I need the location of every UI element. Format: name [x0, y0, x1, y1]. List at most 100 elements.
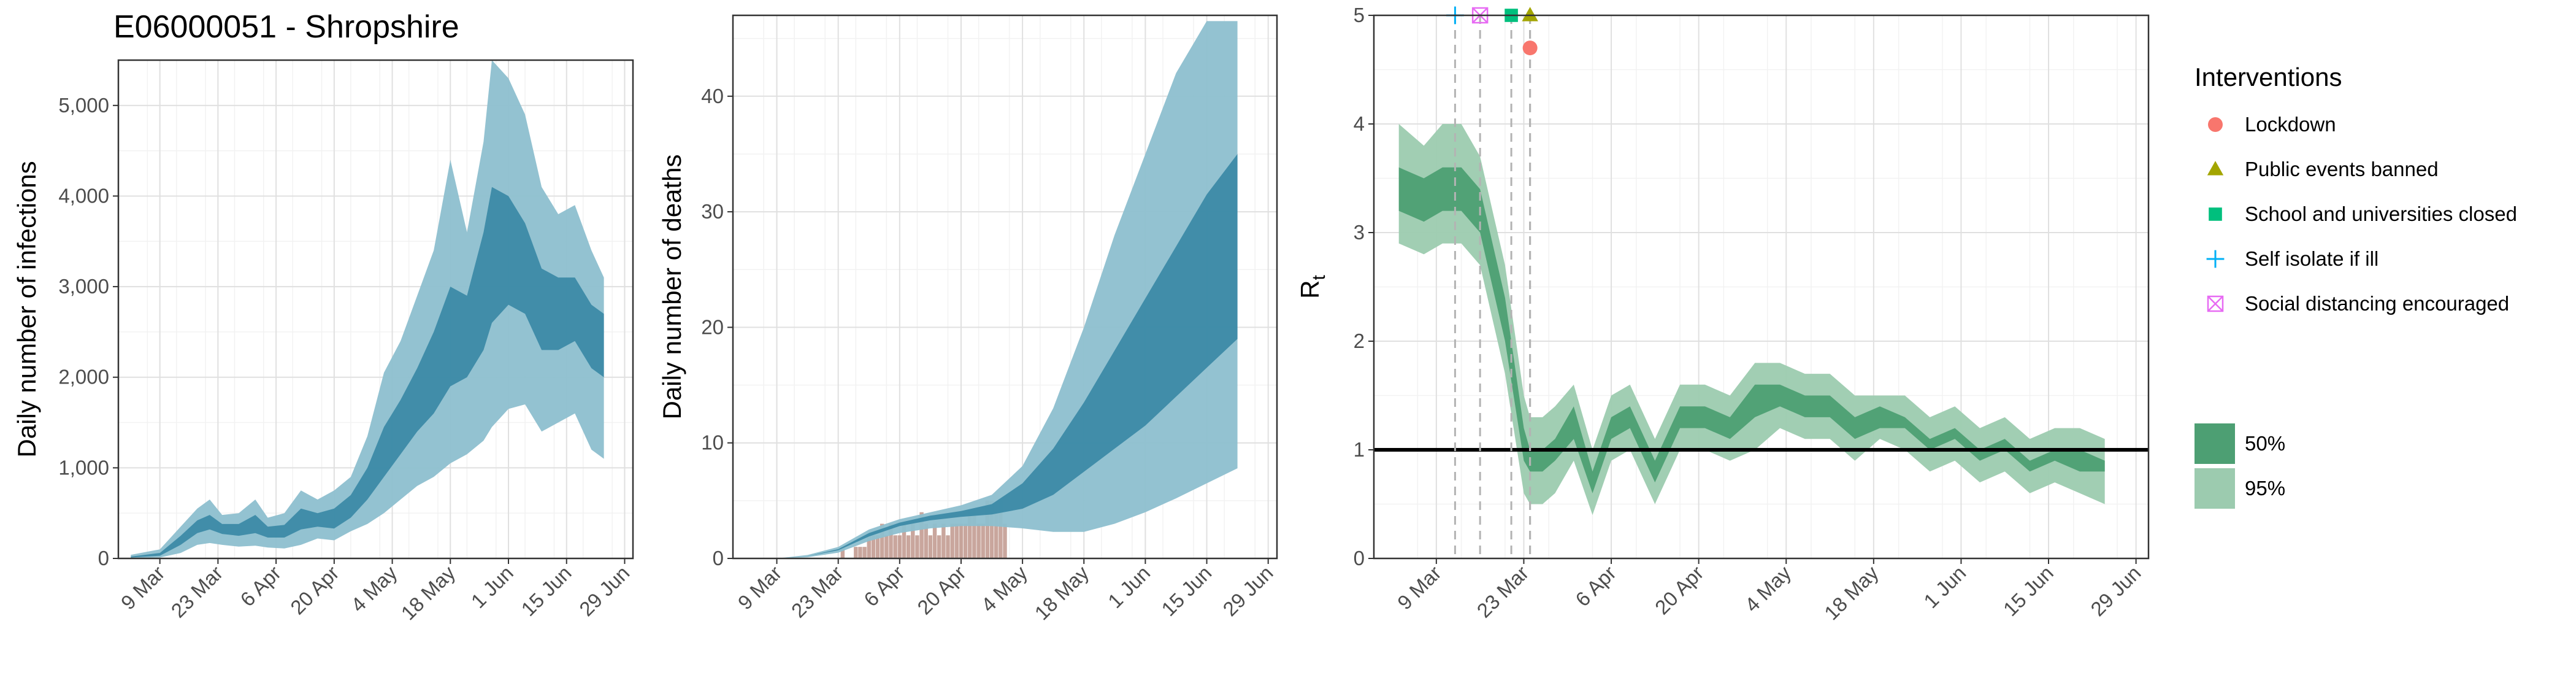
legend-ci-label: 95%	[2245, 477, 2285, 500]
deaths-bar	[858, 547, 862, 558]
x-tick-label: 15 Jun	[1157, 561, 1216, 620]
deaths-bar	[968, 512, 972, 558]
deaths-bar	[985, 500, 990, 558]
deaths-bar	[999, 500, 1003, 558]
deaths-bar	[981, 523, 985, 558]
deaths-bar	[862, 547, 867, 558]
deaths-bar	[941, 523, 946, 558]
y-tick-label: 40	[701, 85, 724, 107]
deaths-bar	[893, 535, 897, 558]
y-tick-label: 5	[1354, 4, 1365, 26]
deaths-bar	[867, 535, 871, 558]
x-tick-label: 18 May	[1030, 561, 1094, 624]
y-axis-title-subscript: t	[1309, 275, 1329, 280]
deaths-bar	[902, 523, 907, 558]
y-tick-label: 10	[701, 431, 724, 454]
x-tick-label: 9 Mar	[734, 561, 786, 614]
deaths-bar	[906, 535, 911, 558]
y-axis-title: Daily number of infections	[12, 161, 41, 457]
x-tick-label: 29 Jun	[575, 561, 634, 620]
x-tick-label: 1 Jun	[467, 561, 518, 612]
deaths-bar	[911, 523, 915, 558]
y-tick-label: 5,000	[58, 94, 109, 117]
panel-border	[732, 14, 1278, 560]
x-tick-label: 18 May	[1820, 561, 1883, 624]
ribbon-50pct	[776, 154, 1238, 558]
y-tick-label: 0	[98, 547, 109, 569]
deaths-bar	[919, 512, 924, 558]
deaths-bar	[976, 523, 981, 558]
deaths-bar	[875, 535, 880, 558]
y-tick-label: 0	[1354, 547, 1365, 569]
deaths-bar	[963, 523, 968, 558]
deaths-bar	[840, 547, 845, 558]
x-tick-label: 9 Mar	[1393, 561, 1446, 614]
y-tick-label: 30	[701, 200, 724, 223]
deaths-bar	[1003, 523, 1007, 558]
y-tick-label: 3,000	[58, 275, 109, 298]
x-tick-label: 23 Mar	[1473, 561, 1533, 622]
y-tick-label: 2	[1354, 330, 1365, 352]
x-tick-label: 18 May	[397, 561, 460, 624]
y-tick-label: 4	[1354, 112, 1365, 135]
legend-label: Public events banned	[2245, 158, 2439, 180]
legend-symbol	[2207, 295, 2224, 312]
deaths-bar	[972, 512, 976, 558]
x-tick-label: 9 Mar	[117, 561, 169, 614]
rt-panel: 0 1 2 3 4 5 9 Mar 23 Mar 6 Apr 20 Apr 4 May 18 May 1…	[1295, 4, 2150, 624]
y-tick-label: 3	[1354, 221, 1365, 244]
x-tick-label: 20 Apr	[286, 561, 343, 619]
deaths-bar	[932, 523, 937, 558]
legend-ci-label: 50%	[2245, 432, 2285, 455]
legend-ci-swatch	[2195, 468, 2235, 509]
legend-symbol	[2207, 161, 2224, 176]
ribbon-50pct	[1398, 167, 2105, 493]
x-tick-label: 4 May	[976, 561, 1032, 616]
legend-symbol	[2206, 250, 2225, 268]
deaths-bar	[954, 523, 959, 558]
y-tick-label: 20	[701, 315, 724, 338]
chart-title: E06000051 - Shropshire	[113, 9, 459, 45]
x-tick-label: 23 Mar	[787, 561, 848, 622]
x-tick-label: 20 Apr	[1650, 561, 1708, 619]
deaths-bar	[937, 535, 941, 558]
legend-title: Interventions	[2195, 63, 2342, 91]
deaths-bar	[989, 500, 994, 558]
y-tick-label: 0	[713, 547, 724, 569]
legend-symbol	[2208, 117, 2223, 132]
intervention-marker	[1522, 7, 1538, 21]
deaths-bar	[871, 535, 876, 558]
y-axis-title: Daily number of deaths	[657, 155, 686, 420]
deaths-bar	[924, 523, 928, 558]
x-tick-label: 1 Jun	[1103, 561, 1154, 612]
x-tick-label: 15 Jun	[516, 561, 575, 620]
x-tick-label: 29 Jun	[2086, 561, 2145, 620]
x-tick-label: 4 May	[347, 561, 402, 616]
panel-border	[117, 59, 634, 560]
deaths-bar	[897, 535, 902, 558]
y-tick-label: 4,000	[58, 184, 109, 207]
deaths-bar	[915, 535, 919, 558]
legend-symbol	[2209, 207, 2222, 221]
legend: Interventions Lockdown Public events banne…	[2195, 63, 2517, 509]
deaths-bar	[946, 535, 950, 558]
x-tick-label: 1 Jun	[1919, 561, 1970, 612]
x-tick-label: 20 Apr	[913, 561, 970, 619]
y-tick-label: 2,000	[58, 366, 109, 388]
legend-label: Lockdown	[2245, 113, 2336, 136]
legend-ci-swatch	[2195, 423, 2235, 464]
deaths-bar	[880, 523, 884, 558]
deaths-bar	[950, 523, 954, 558]
x-tick-label: 6 Apr	[236, 561, 285, 611]
x-tick-label: 15 Jun	[1999, 561, 2058, 620]
ribbon-95pct	[131, 60, 604, 558]
deaths-bar	[994, 512, 999, 558]
deaths-bar	[884, 535, 889, 558]
x-tick-label: 29 Jun	[1218, 561, 1277, 620]
deaths-bar	[959, 523, 964, 558]
y-tick-label: 1	[1354, 438, 1365, 461]
intervention-marker	[1522, 41, 1538, 56]
